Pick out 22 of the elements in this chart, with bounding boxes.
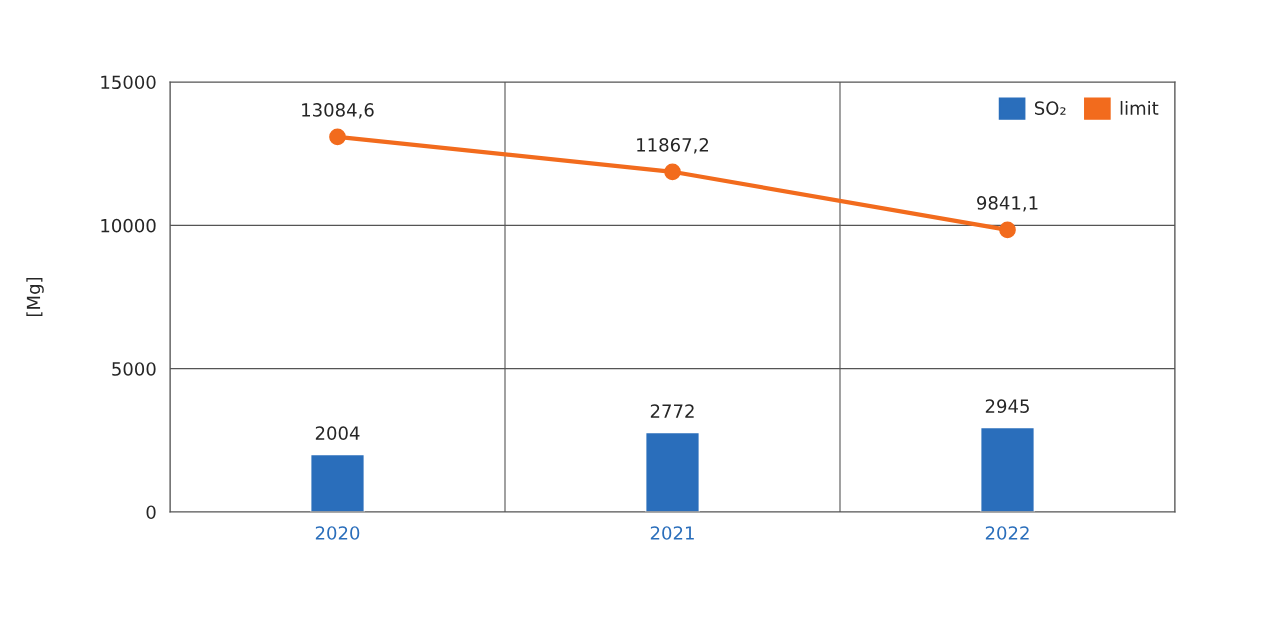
- data-label: 2945: [985, 399, 1029, 413]
- data-label: 2772: [650, 404, 694, 418]
- point: [999, 221, 1016, 239]
- x-tick-label: 2022: [985, 526, 1029, 540]
- y-axis-title: [Mg]: [26, 277, 44, 317]
- y-tick-label: 15000: [101, 75, 156, 90]
- data-label: 11867,2: [637, 137, 709, 154]
- bar: [310, 453, 365, 512]
- legend-label: limit: [1120, 100, 1159, 115]
- data-label: 13084,6: [302, 103, 374, 119]
- data-label: 2004: [315, 426, 360, 440]
- x-tick-label: 2021: [650, 526, 694, 540]
- point: [664, 163, 681, 181]
- legend-label: SO₂: [1034, 101, 1066, 115]
- point: [329, 128, 346, 146]
- y-tick-label: 0: [146, 505, 156, 520]
- y-tick-label: 5000: [112, 362, 156, 376]
- y-tick-label: 10000: [101, 218, 156, 233]
- bar: [645, 431, 700, 512]
- x-tick-label: 2020: [315, 526, 360, 540]
- data-label: 9841,1: [977, 196, 1038, 212]
- bar: [980, 426, 1035, 512]
